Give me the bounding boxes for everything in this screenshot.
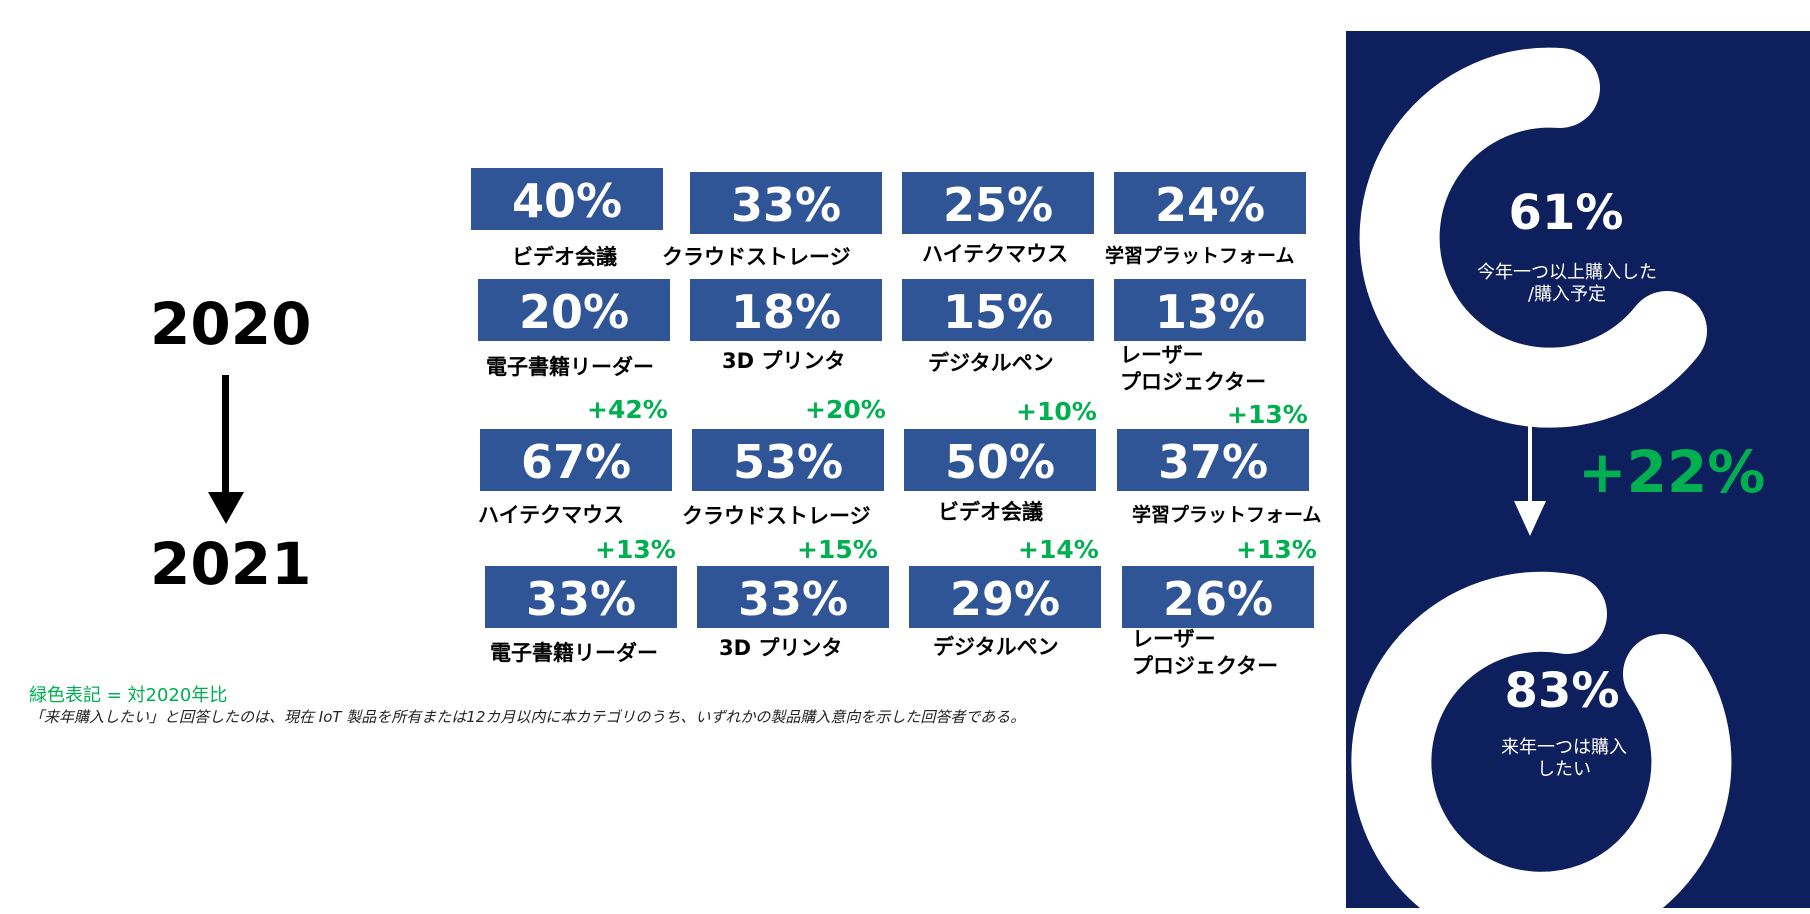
tile-2021-8: 26% (1122, 566, 1314, 628)
donut-2020-arc (1359, 47, 1707, 428)
tile-2021-4: 37% (1117, 429, 1309, 491)
tile-2020-6: 18% (690, 279, 882, 341)
overall-change: +22% (1578, 438, 1766, 506)
delta-2021-6: +15% (797, 535, 878, 564)
tile-2021-2: 53% (692, 429, 884, 491)
year-2021: 2021 (150, 530, 312, 598)
delta-2021-4: +13% (1227, 400, 1308, 429)
panel-arrow-head-icon (1514, 501, 1546, 536)
panel-arrow-shaft (1528, 426, 1532, 506)
label-2020-4: 学習プラットフォーム (1105, 245, 1295, 267)
tile-2021-5: 33% (485, 566, 677, 628)
delta-2021-8: +13% (1236, 535, 1317, 564)
year-2020: 2020 (150, 290, 312, 358)
delta-2021-3: +10% (1016, 397, 1097, 426)
label-2020-6: 3D プリンタ (722, 349, 846, 373)
donut-2020-value: 61% (1508, 185, 1624, 241)
donut-2021-arc (1351, 571, 1732, 908)
label-2020-3: ハイテクマウス (922, 242, 1069, 266)
donut-charts (1351, 47, 1732, 908)
label-2020-2: クラウドストレージ (662, 245, 851, 269)
donut-2021-value: 83% (1504, 663, 1620, 719)
label-2021-4: 学習プラットフォーム (1132, 504, 1322, 526)
delta-2021-2: +20% (805, 395, 886, 424)
tile-2021-3: 50% (904, 429, 1096, 491)
delta-2021-5: +13% (595, 535, 676, 564)
label-2021-2: クラウドストレージ (682, 504, 871, 528)
year-arrow-shaft (222, 375, 229, 495)
tile-2020-4: 24% (1114, 172, 1306, 234)
label-2021-5: 電子書籍リーダー (490, 641, 658, 665)
label-2021-8: レーザー プロジェクター (1132, 627, 1279, 678)
tile-2021-1: 67% (480, 429, 672, 491)
label-2020-1: ビデオ会議 (512, 245, 617, 269)
tile-2020-5: 20% (478, 279, 670, 341)
label-2020-5: 電子書籍リーダー (486, 355, 654, 379)
footnote: 「来年購入したい」と回答したのは、現在 IoT 製品を所有または12カ月以内に本… (29, 708, 1026, 726)
delta-2021-7: +14% (1018, 535, 1099, 564)
tile-2020-8: 13% (1114, 279, 1306, 341)
tile-2020-3: 25% (902, 172, 1094, 234)
label-2020-7: デジタルペン (928, 351, 1054, 375)
tile-2021-7: 29% (909, 566, 1101, 628)
tile-2020-1: 40% (471, 168, 663, 230)
label-2021-6: 3D プリンタ (719, 636, 843, 660)
tile-2021-6: 33% (697, 566, 889, 628)
tile-2020-7: 15% (902, 279, 1094, 341)
legend-note: 緑色表記 = 対2020年比 (29, 685, 228, 706)
label-2021-3: ビデオ会議 (938, 500, 1043, 524)
donut-2021-label: 来年一つは購入 したい (1501, 737, 1627, 780)
label-2021-7: デジタルペン (933, 635, 1059, 659)
year-arrow-head-icon (208, 492, 244, 524)
label-2020-8: レーザー プロジェクター (1120, 343, 1267, 394)
label-2021-1: ハイテクマウス (478, 503, 625, 527)
tile-2020-2: 33% (690, 172, 882, 234)
delta-2021-1: +42% (587, 395, 668, 424)
donut-2020-label: 今年一つ以上購入した /購入予定 (1477, 262, 1657, 305)
